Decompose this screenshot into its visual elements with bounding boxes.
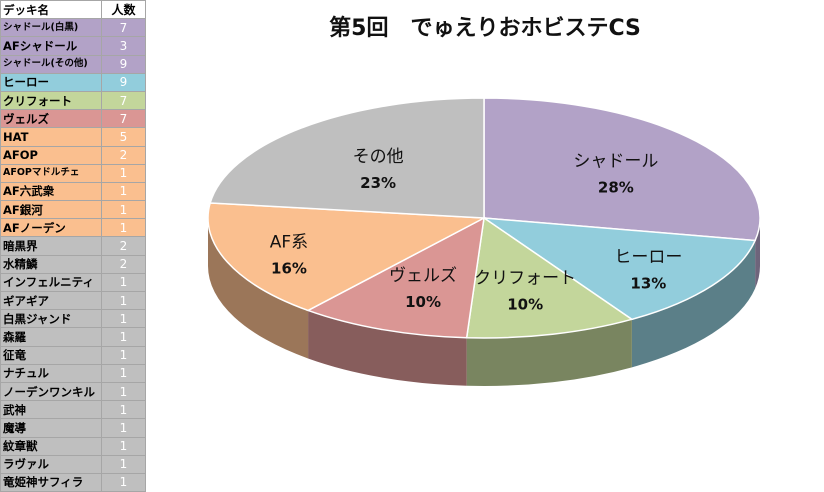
table-row: シャドール(その他) 9 [0,54,146,74]
pie-slice-4 [207,202,487,312]
deck-name-cell: ギアギア [0,290,102,311]
slice-label-percent: 28% [598,179,634,197]
deck-name-cell: 武神 [0,400,102,420]
slice-label-percent: 10% [507,296,543,314]
pie-slice-0 [483,97,761,242]
pie-slice-5 [209,97,485,219]
deck-count-cell: 人数 [101,0,146,20]
deck-name-cell: ヴェルズ [0,109,102,129]
deck-name-cell: シャドール(白黒) [0,18,102,38]
table-row: ヴェルズ 7 [0,109,146,129]
deck-count-cell: 1 [101,309,146,329]
deck-count-cell: 1 [101,436,146,456]
deck-count-cell: 1 [101,327,146,347]
table-row: 征竜 1 [0,345,146,365]
deck-name-cell: 紋章獣 [0,436,102,456]
pie-slice-1 [481,217,757,321]
deck-count-cell: 1 [101,363,146,383]
deck-name-cell: AF六武衆 [0,181,102,202]
table-row: 紋章獣 1 [0,436,146,456]
deck-name-cell: ラヴァル [0,454,102,474]
slice-label-percent: 13% [630,275,666,293]
deck-name-cell: デッキ名 [0,0,102,20]
table-row: インフェルニティ 1 [0,272,146,293]
deck-count-cell: 9 [101,54,146,74]
deck-name-cell: シャドール(その他) [0,54,102,74]
deck-name-cell: ヒーロー [0,72,102,92]
deck-count-cell: 5 [101,127,146,147]
table-row: ギアギア 1 [0,290,146,311]
slice-label-name: ヴェルズ [389,266,457,286]
pie-side-1 [631,240,756,368]
deck-count-cell: 2 [101,254,146,274]
deck-count-table: デッキ名 人数 シャドール(白黒) 7 AFシャドール 3 シャドール(その他) 9 ヒーロー 9… [0,0,146,492]
deck-name-cell: AF銀河 [0,200,102,220]
slice-label-name: ヒーロー [614,248,682,268]
table-row: HAT 5 [0,127,146,147]
deck-name-cell: AFノーデン [0,218,102,238]
slice-label-percent: 23% [360,174,396,192]
deck-name-cell: HAT [0,127,102,147]
pie-slice-2 [465,216,634,339]
slice-label-percent: 10% [405,293,441,311]
slice-label-name: クリフォート [474,269,576,289]
pie-slice-3 [306,216,485,339]
deck-count-cell: 1 [101,345,146,365]
deck-name-cell: ナチュル [0,363,102,383]
deck-name-cell: ノーデンワンキル [0,381,102,402]
deck-count-cell: 3 [101,36,146,56]
table-row: シャドール(白黒) 7 [0,18,146,38]
deck-count-cell: 1 [101,454,146,474]
table-row: 水精鱗 2 [0,254,146,274]
deck-count-cell: 7 [101,90,146,111]
table-header-row: デッキ名 人数 [0,0,146,20]
table-row: AF銀河 1 [0,200,146,220]
deck-count-cell: 1 [101,418,146,438]
table-row: ヒーロー 9 [0,72,146,92]
pie-side-3 [308,310,467,386]
pie-side-0 [755,218,760,289]
deck-name-cell: 森羅 [0,327,102,347]
table-row: クリフォート 7 [0,90,146,111]
table-row: ラヴァル 1 [0,454,146,474]
deck-count-cell: 7 [101,109,146,129]
table-row: 森羅 1 [0,327,146,347]
table-row: ノーデンワンキル 1 [0,381,146,402]
table-row: 魔導 1 [0,418,146,438]
deck-name-cell: 魔導 [0,418,102,438]
deck-name-cell: 水精鱗 [0,254,102,274]
pie-side-2 [466,319,632,386]
deck-name-cell: インフェルニティ [0,272,102,293]
table-row: 白黒ジャンド 1 [0,309,146,329]
deck-count-cell: 9 [101,72,146,92]
table-row: 武神 1 [0,400,146,420]
deck-name-cell: AFシャドール [0,36,102,56]
deck-name-cell: クリフォート [0,90,102,111]
deck-count-cell: 2 [101,236,146,256]
table-row: ナチュル 1 [0,363,146,383]
deck-count-cell: 1 [101,200,146,220]
deck-count-cell: 1 [101,272,146,293]
slice-label-name: その他 [353,147,404,167]
deck-name-cell: 白黒ジャンド [0,309,102,329]
slice-label-name: シャドール [573,152,658,172]
chart-title: 第5回 でゅえりおホビステCS [329,16,641,41]
slice-label-percent: 16% [271,260,307,278]
deck-count-cell: 1 [101,381,146,402]
deck-count-cell: 1 [101,400,146,420]
deck-count-cell: 1 [101,290,146,311]
pie-side-4 [208,218,309,359]
slice-label-name: AF系 [270,233,308,253]
table-row: AFシャドール 3 [0,36,146,56]
